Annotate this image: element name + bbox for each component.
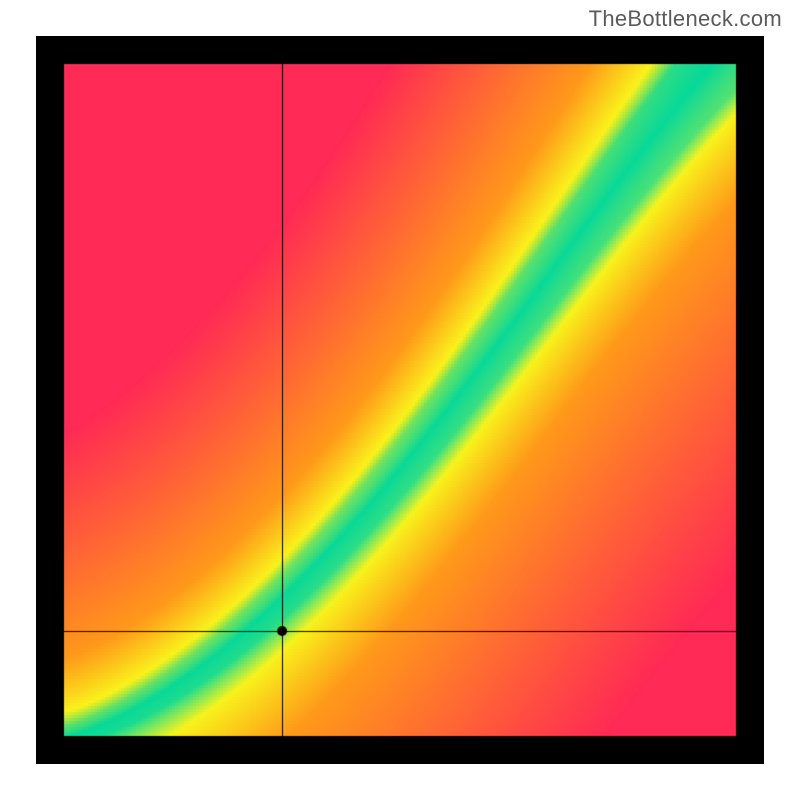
heatmap-canvas (36, 36, 764, 764)
figure-root: TheBottleneck.com (0, 0, 800, 800)
chart-container (36, 36, 764, 764)
watermark-text: TheBottleneck.com (589, 6, 782, 32)
